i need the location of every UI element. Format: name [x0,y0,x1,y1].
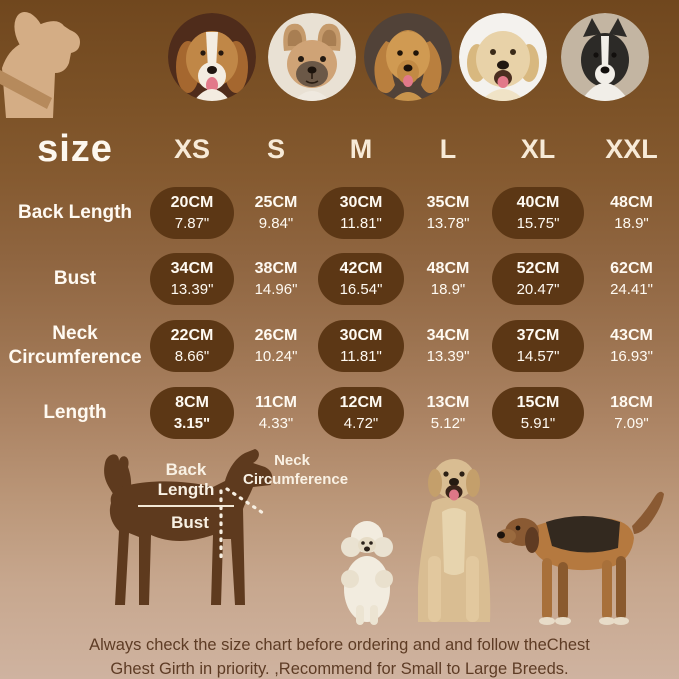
diagram-neck-label-line1: Neck [274,452,310,469]
cell-back-length-xl: 40CM 15.75" [492,180,584,246]
cell-back-length-l: 35CM 13.78" [426,194,470,233]
footer-line-1: Always check the size chart before order… [89,636,590,654]
cell-bust-l: 48CM 18.9" [426,260,470,299]
cell-length-xxl: 18CM 7.09" [610,393,653,432]
cell-neck-s: 26CM 10.24" [254,326,298,365]
cell-length-l: 13CM 5.12" [426,393,470,432]
white-poodle-photo [341,521,393,625]
cell-length-xs: 8CM 3.15" [150,379,234,446]
beagle-photo [168,13,256,101]
diagram-back-length-label: Back Length [138,460,234,507]
row-label-back-length: Back Length [17,202,133,224]
cell-back-length-xs: 20CM 7.87" [150,180,234,246]
footer-note: Always check the size chart before order… [0,633,679,679]
size-header-l: L [439,133,457,164]
row-label-bust: Bust [53,268,97,290]
cell-length-xl: 15CM 5.91" [492,379,584,446]
cell-neck-l: 34CM 13.39" [426,326,470,365]
footer-line-2: Ghest Girth in priority. ,Recommend for … [110,660,569,678]
cell-neck-xl: 37CM 14.57" [492,312,584,379]
size-header-xs: XS [173,133,211,164]
row-label-neck-circumference: Neck Circumference [8,322,142,368]
size-header-m: M [349,133,373,164]
border-collie-photo [561,13,649,101]
cell-bust-xl: 52CM 20.47" [492,246,584,312]
diagram-neck-label-line2: Circumference [243,470,349,488]
standing-dog-silhouette-icon [104,449,273,605]
cocker-spaniel-photo [364,13,452,101]
cell-length-m: 12CM 4.72" [318,379,404,446]
diagram-bust-label: Bust [171,513,209,532]
cell-neck-m: 30CM 11.81" [318,312,404,379]
cell-neck-xs: 22CM 8.66" [150,312,234,379]
golden-retriever-photo [459,13,547,101]
bulldog-head-logo-icon [0,12,80,118]
yellow-labrador-photo [418,459,491,622]
diagram-neck-circumference-label: Neck Circumference [243,452,349,490]
cell-bust-s: 38CM 14.96" [254,260,298,299]
size-table: size XS S M L XL XXL Back Length 20CM 7.8… [0,118,679,446]
cell-back-length-m: 30CM 11.81" [318,180,404,246]
cell-bust-m: 42CM 16.54" [318,246,404,312]
cell-back-length-s: 25CM 9.84" [254,194,298,233]
cell-back-length-xxl: 48CM 18.9" [610,194,653,233]
cell-bust-xs: 34CM 13.39" [150,246,234,312]
size-header-xl: XL [520,133,556,164]
hound-photo [497,491,664,625]
cell-neck-xxl: 43CM 16.93" [610,326,653,365]
table-corner-label: size [37,127,113,170]
size-header-s: S [266,133,285,164]
cell-bust-xxl: 62CM 24.41" [610,260,653,299]
french-bulldog-photo [268,13,356,101]
cell-length-s: 11CM 4.33" [255,393,297,432]
size-header-xxl: XXL [605,133,658,164]
row-label-length: Length [43,401,107,423]
